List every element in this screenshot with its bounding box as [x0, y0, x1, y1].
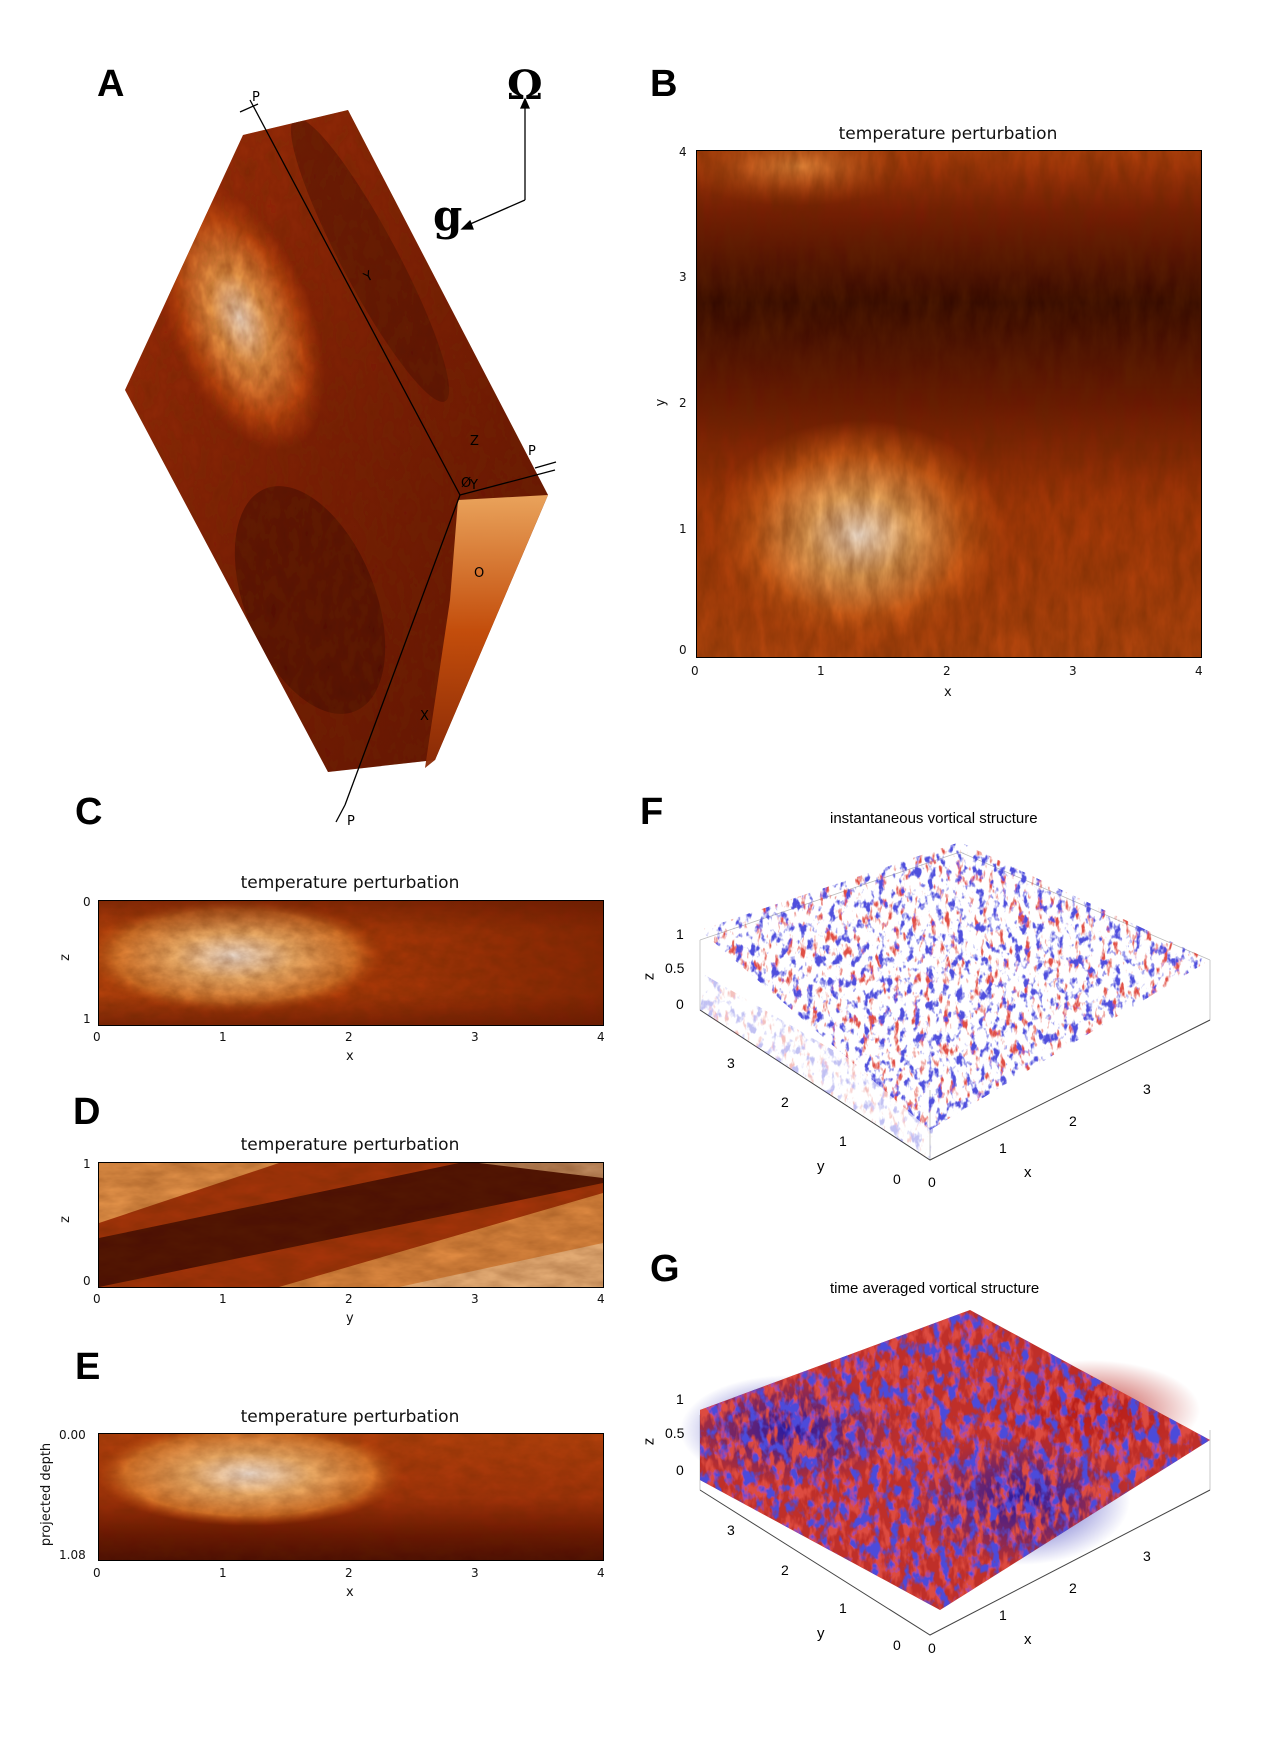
panel-c-title: temperature perturbation: [240, 873, 460, 893]
panel-a-axis-tag-y2: Y: [469, 478, 478, 493]
panel-f-x-label: x: [1024, 1164, 1032, 1181]
panel-g-y-label: y: [817, 1625, 825, 1642]
panel-b-y-label: y: [653, 398, 669, 407]
panel-d-label: D: [73, 1091, 101, 1133]
panel-a-3d-volume: P Y P Z Y Ø O X P: [125, 90, 557, 829]
panel-d-x-label: y: [346, 1311, 354, 1326]
panel-f-y-label: y: [817, 1158, 825, 1175]
panel-b-title: temperature perturbation: [838, 124, 1058, 144]
panel-a-axis-tag-bottom: P: [347, 814, 355, 829]
panel-a-axis-tag-z: Z: [470, 434, 479, 449]
gravity-symbol: g: [433, 191, 463, 240]
panel-g-title: time averaged vortical structure: [830, 1280, 1040, 1297]
panel-e-label: E: [75, 1346, 101, 1388]
panel-g-x-label: x: [1024, 1631, 1032, 1648]
panel-d-y-label: z: [57, 1216, 73, 1223]
panel-a-axis-tag-origin: Ø: [461, 476, 471, 491]
panel-b-heatmap: [696, 150, 1202, 658]
panel-c-x-label: x: [346, 1049, 354, 1064]
panel-c-heatmap: [98, 900, 604, 1026]
panel-a-axis-tag-right: P: [528, 444, 536, 459]
panel-b-x-label: x: [944, 685, 952, 700]
panel-d-title: temperature perturbation: [240, 1135, 460, 1155]
panel-e-heatmap: [98, 1433, 604, 1561]
panel-c-y-label: z: [57, 954, 73, 961]
panel-f-title: instantaneous vortical structure: [830, 810, 1038, 827]
panel-a-label: A: [97, 63, 125, 105]
panel-g-vortex-isosurfaces: [680, 1310, 1211, 1636]
panel-f-z-label: z: [640, 972, 658, 981]
panel-a-axis-tag-zero: O: [474, 566, 484, 581]
panel-f-vortex-isosurfaces: [699, 842, 1211, 1161]
panel-g-z-label: z: [640, 1437, 658, 1446]
panel-c-label: C: [75, 791, 103, 833]
panel-a-axis-tag-x: X: [420, 709, 429, 724]
omega-symbol: Ω: [507, 62, 543, 109]
panel-g-label: G: [650, 1248, 680, 1290]
panel-f-label: F: [640, 791, 664, 833]
panel-e-y-label: projected depth: [39, 1442, 55, 1547]
panel-e-x-label: x: [346, 1585, 354, 1600]
panel-b-label: B: [650, 63, 678, 105]
panel-e-title: temperature perturbation: [240, 1407, 460, 1427]
panel-a-axis-tag-top: P: [252, 90, 260, 105]
panel-d-heatmap: [98, 1162, 604, 1288]
